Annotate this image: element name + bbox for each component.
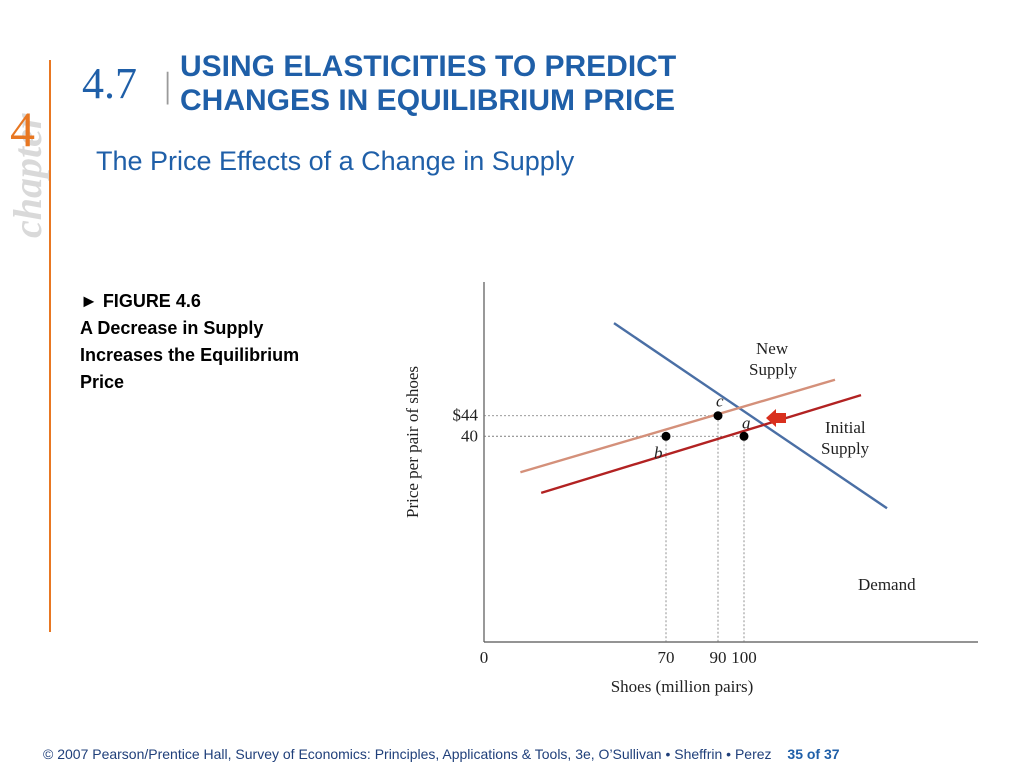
section-separator: | [164, 65, 172, 105]
figure-caption-line-4: Price [80, 372, 125, 392]
point-label-a: a [742, 413, 751, 432]
equilibrium-point-b [661, 431, 671, 441]
figure-caption-label: ► FIGURE 4.6 [80, 291, 201, 311]
slide-title: USING ELASTICITIES TO PREDICT CHANGES IN… [180, 50, 780, 118]
figure-caption: ► FIGURE 4.6 A Decrease in Supply Increa… [80, 288, 380, 396]
equilibrium-point-a [739, 431, 749, 441]
x-tick-label-1: 70 [658, 648, 675, 667]
new-supply-curve [520, 378, 836, 474]
slide-title-line-2: CHANGES IN EQUILIBRIUM PRICE [180, 84, 676, 117]
slide-title-line-1: USING ELASTICITIES TO PREDICT [180, 50, 677, 83]
chapter-divider [49, 60, 51, 632]
initial-supply-label-line-1: Initial [825, 418, 866, 437]
initial-supply-curve [540, 393, 862, 495]
y-tick-label-1: 40 [461, 426, 478, 445]
chapter-number: 4 [10, 101, 35, 157]
footer: © 2007 Pearson/Prentice Hall, Survey of … [43, 746, 840, 762]
y-axis-title: Price per pair of shoes [403, 366, 422, 518]
x-tick-label-3: 100 [731, 648, 757, 667]
shift-arrow-icon [766, 409, 786, 427]
demand-curve [613, 322, 888, 510]
y-tick-label-0: $44 [453, 406, 479, 425]
x-tick-label-0: 0 [480, 648, 489, 667]
new-supply-label-line-1: New [756, 339, 789, 358]
equilibrium-point-c [713, 411, 723, 421]
x-tick-label-2: 90 [710, 648, 727, 667]
figure-caption-line-3: Increases the Equilibrium [80, 345, 300, 365]
x-axis-title: Shoes (million pairs) [611, 677, 754, 696]
point-label-c: c [716, 392, 724, 411]
initial-supply-label-line-2: Supply [821, 439, 870, 458]
demand-label: Demand [858, 575, 916, 594]
new-supply-label-line-2: Supply [749, 360, 798, 379]
section-number: 4.7 [82, 59, 137, 108]
figure-caption-line-2: A Decrease in Supply [80, 318, 264, 338]
page-indicator: 35 of 37 [787, 746, 840, 762]
footer-credit: © 2007 Pearson/Prentice Hall, Survey of … [43, 746, 772, 762]
slide-subtitle: The Price Effects of a Change in Supply [96, 146, 575, 176]
point-label-b: b [654, 443, 663, 462]
